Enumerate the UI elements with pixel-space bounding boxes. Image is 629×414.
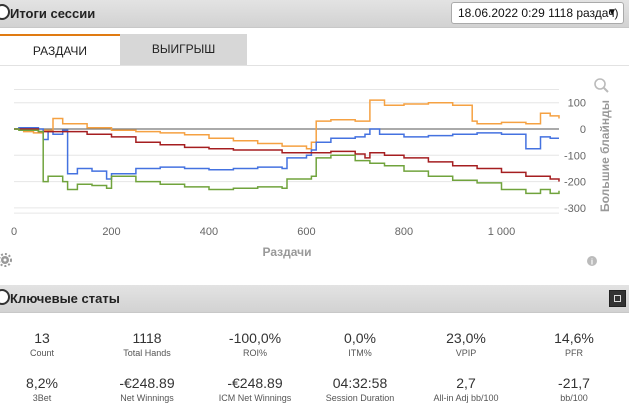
stat-count: 13 Count xyxy=(0,330,102,358)
stat-value: -€248.89 xyxy=(119,375,175,391)
y-axis-label: Большие блайнды xyxy=(598,100,612,212)
stat-session-duration: 04:32:58 Session Duration xyxy=(300,375,420,403)
stat-value: 2,7 xyxy=(456,375,476,391)
stat-label: PFR xyxy=(565,348,583,358)
stat-total-hands: 1118 Total Hands xyxy=(87,330,207,358)
x-tick-label: 1 000 xyxy=(488,226,516,238)
stat-value: -21,7 xyxy=(558,375,590,391)
session-selector-value: 18.06.2022 0:29 1118 раздач) xyxy=(458,6,619,20)
x-tick-label: 400 xyxy=(200,226,218,238)
series-line-green xyxy=(14,128,560,195)
stat-itm: 0,0% ITM% xyxy=(300,330,420,358)
maximize-icon[interactable] xyxy=(609,290,626,307)
stat-label: ROI% xyxy=(242,348,267,358)
series-line-darkred xyxy=(14,128,560,182)
stat-label: ICM Net Winnings xyxy=(218,393,292,403)
x-axis-label: Раздачи xyxy=(263,245,312,259)
stat-pfr: 14,6% PFR xyxy=(514,330,629,358)
key-stats-header: Ключевые статы xyxy=(0,285,629,313)
x-tick-label: 200 xyxy=(102,226,120,238)
stat-icm-net-winnings: -€248.89 ICM Net Winnings xyxy=(195,375,315,403)
stat-net-winnings: -€248.89 Net Winnings xyxy=(87,375,207,403)
stat-value: -€248.89 xyxy=(227,375,283,391)
stat-allin-adj: 2,7 All-in Adj bb/100 xyxy=(406,375,526,403)
stat-value: 0,0% xyxy=(344,330,376,346)
y-tick-label: 100 xyxy=(568,98,586,110)
tab-hands[interactable]: РАЗДАЧИ xyxy=(0,34,120,65)
svg-text:i: i xyxy=(591,258,593,267)
session-title: Итоги сессии xyxy=(10,6,96,21)
stat-label: Count xyxy=(29,348,55,358)
session-selector[interactable]: 18.06.2022 0:29 1118 раздач) ▼ xyxy=(451,2,624,24)
stat-value: 1118 xyxy=(132,330,162,346)
stat-value: 04:32:58 xyxy=(332,375,388,391)
stat-vpip: 23,0% VPIP xyxy=(406,330,526,358)
x-tick-label: 600 xyxy=(297,226,315,238)
stat-value: 23,0% xyxy=(446,330,486,346)
stat-label: Session Duration xyxy=(325,393,395,403)
info-icon[interactable]: i xyxy=(587,256,597,267)
key-stats-title: Ключевые статы xyxy=(10,291,120,306)
stat-label: Total Hands xyxy=(123,348,171,358)
y-tick-label: -300 xyxy=(564,203,586,215)
stat-value: 8,2% xyxy=(26,375,58,391)
x-tick-label: 0 xyxy=(11,226,17,238)
stat-value: -100,0% xyxy=(228,330,282,346)
chart-panel: 0 200 400 600 800 1 000 100 0 -100 -200 -300 Разд… xyxy=(0,65,629,281)
stat-3bet: 8,2% 3Bet xyxy=(0,375,102,403)
stat-label: All-in Adj bb/100 xyxy=(433,393,499,403)
stat-label: Net Winnings xyxy=(120,393,174,403)
chart-grid xyxy=(14,89,559,214)
x-ticks: 0 200 400 600 800 1 000 xyxy=(11,226,515,238)
stat-label: bb/100 xyxy=(560,393,588,403)
y-tick-label: -100 xyxy=(564,150,586,162)
collapse-circle-icon[interactable] xyxy=(0,4,10,20)
stat-roi: -100,0% ROI% xyxy=(195,330,315,358)
session-header: Итоги сессии 18.06.2022 0:29 1118 раздач… xyxy=(0,0,629,28)
x-tick-label: 800 xyxy=(395,226,413,238)
stat-label: 3Bet xyxy=(32,393,52,403)
series-line-orange xyxy=(14,99,560,150)
tab-winnings[interactable]: ВЫИГРЫШ xyxy=(120,34,247,65)
chart-series xyxy=(14,99,560,195)
chevron-down-icon: ▼ xyxy=(607,7,617,18)
y-tick-label: 0 xyxy=(580,124,586,136)
chart-tabs: РАЗДАЧИ ВЫИГРЫШ xyxy=(0,34,629,65)
stat-label: ITM% xyxy=(348,348,372,358)
gear-icon[interactable] xyxy=(0,253,12,267)
stat-value: 13 xyxy=(34,330,50,346)
stat-bb100: -21,7 bb/100 xyxy=(514,375,629,403)
collapse-circle-icon[interactable] xyxy=(0,289,10,305)
stat-value: 14,6% xyxy=(554,330,594,346)
stat-label: VPIP xyxy=(455,348,477,358)
magnifier-icon[interactable] xyxy=(594,78,609,93)
y-tick-label: -200 xyxy=(564,177,586,189)
y-ticks: 100 0 -100 -200 -300 xyxy=(564,98,586,215)
